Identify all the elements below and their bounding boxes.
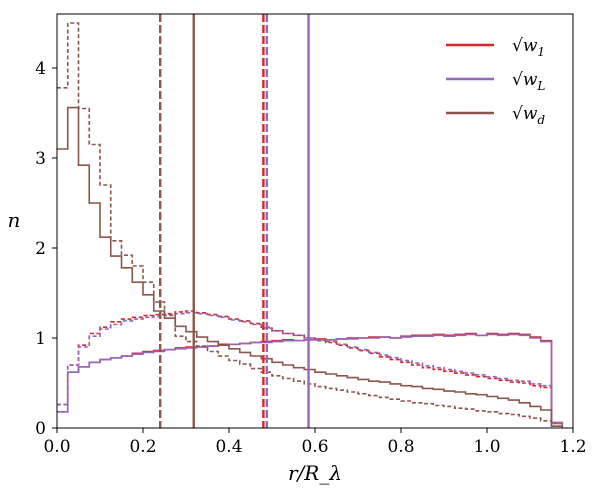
legend-label: √wL [512,70,545,93]
axes: 0.0 0.2 0.4 0.6 0.8 1.0 1.2 0 1 2 3 4 r/R_λ n [8,13,587,485]
legend-label: √wd [512,104,545,127]
series-1-dashed-step [57,310,564,428]
y-tick-label: 4 [35,59,46,79]
y-tick-label: 2 [35,239,46,259]
legend: √w1 √wL √wd [446,36,545,127]
x-tick-label: 0.4 [215,437,242,457]
series-5-dashed-step [57,22,564,428]
mean-markers [158,14,310,428]
x-tick-label: 1.0 [473,437,500,457]
legend-label: √w1 [512,36,545,59]
x-tick-label: 0.8 [387,437,414,457]
y-tick-label: 1 [35,329,46,349]
x-tick-label: 0.2 [129,437,156,457]
x-tick-label: 0.0 [43,437,70,457]
series-4-solid-step [57,106,564,428]
y-tick-label: 0 [35,419,46,439]
series-3-dashed-step [57,312,564,428]
x-axis-label: r/R_λ [288,461,342,485]
series-2-solid-step [57,333,564,428]
y-axis-label: n [8,208,21,232]
x-tick-label: 0.6 [301,437,328,457]
x-tick-label: 1.2 [559,437,586,457]
y-tick-label: 3 [35,149,46,169]
